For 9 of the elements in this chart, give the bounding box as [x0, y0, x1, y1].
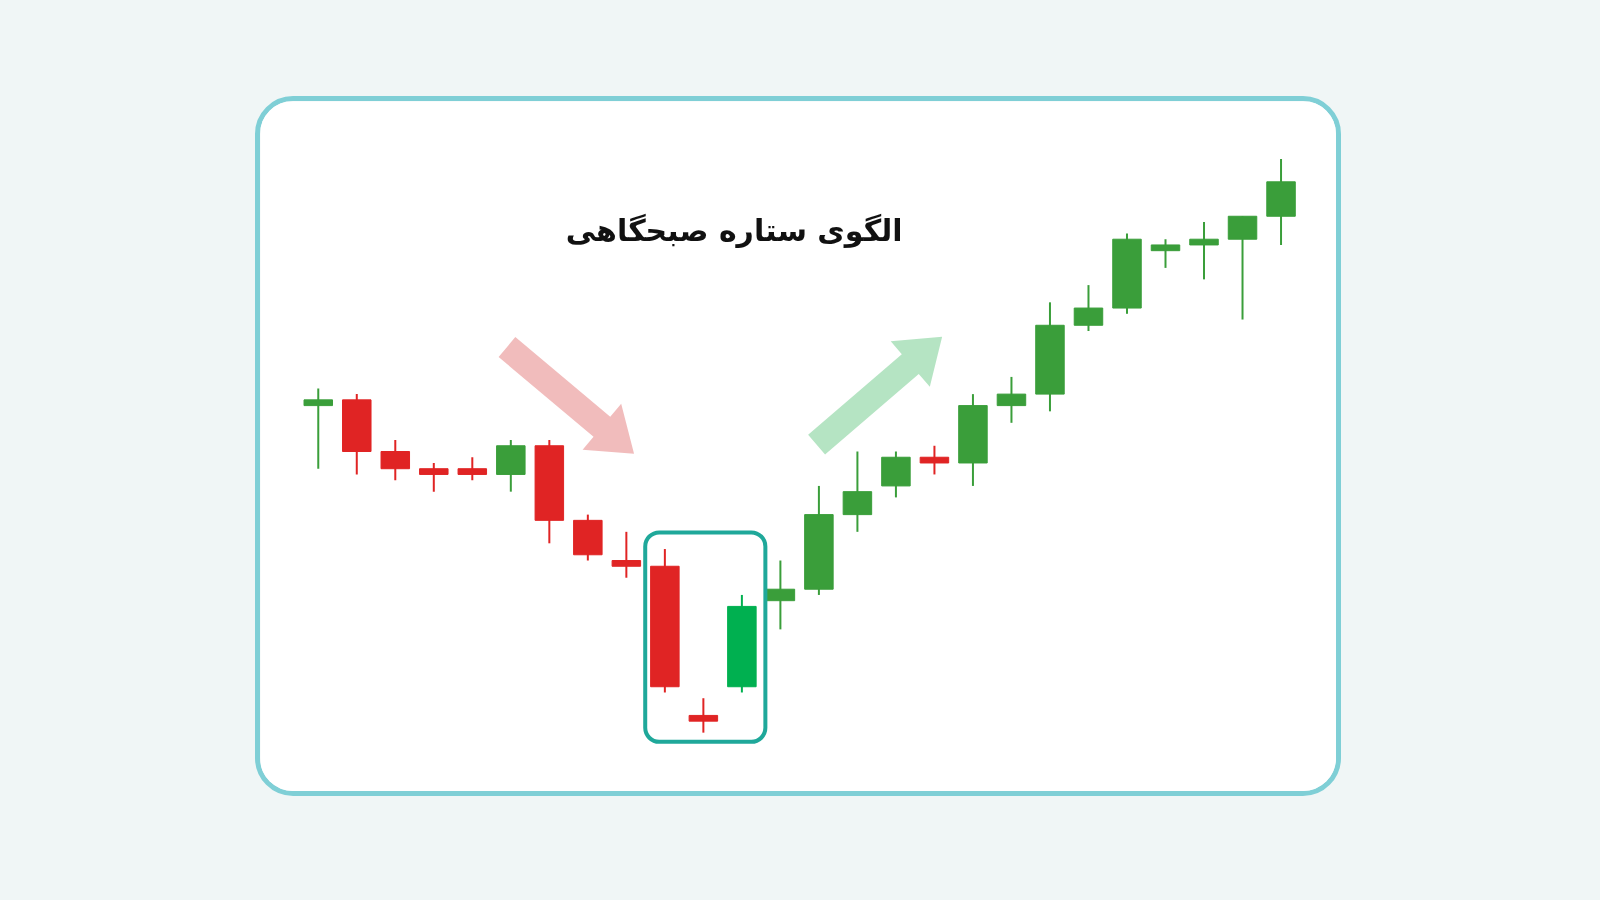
- candlestick: [419, 461, 449, 493]
- candlestick: [765, 559, 796, 631]
- candlestick: [1189, 220, 1219, 281]
- candlestick: [303, 387, 334, 470]
- candlestick: [688, 697, 719, 734]
- text: الگوی ستاره صبحگاهی: [565, 212, 903, 248]
- candlestick: [611, 530, 642, 579]
- candlestick: [1150, 238, 1181, 269]
- candlestick: [919, 444, 950, 476]
